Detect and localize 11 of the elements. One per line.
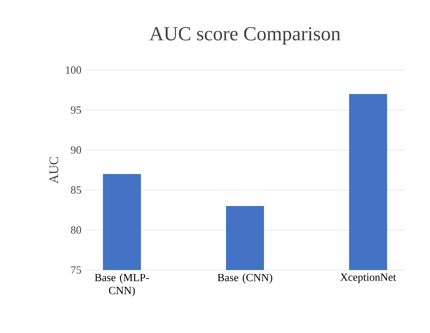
x-tick-label: Base (MLP-CNN)	[94, 274, 149, 296]
y-tick-label: 90	[70, 146, 82, 154]
y-tick-label: 100	[66, 66, 82, 74]
x-tick-label: XceptionNet	[340, 274, 396, 284]
x-tick-label: Base (CNN)	[218, 274, 272, 284]
chart-title: AUC score Comparison	[149, 27, 340, 44]
y-tick-label: 85	[70, 186, 82, 194]
y-axis-title: AUC	[49, 157, 58, 184]
y-tick-label: 95	[70, 106, 82, 114]
y-tick-label: 80	[70, 226, 82, 234]
y-tick-label: 75	[71, 266, 82, 274]
